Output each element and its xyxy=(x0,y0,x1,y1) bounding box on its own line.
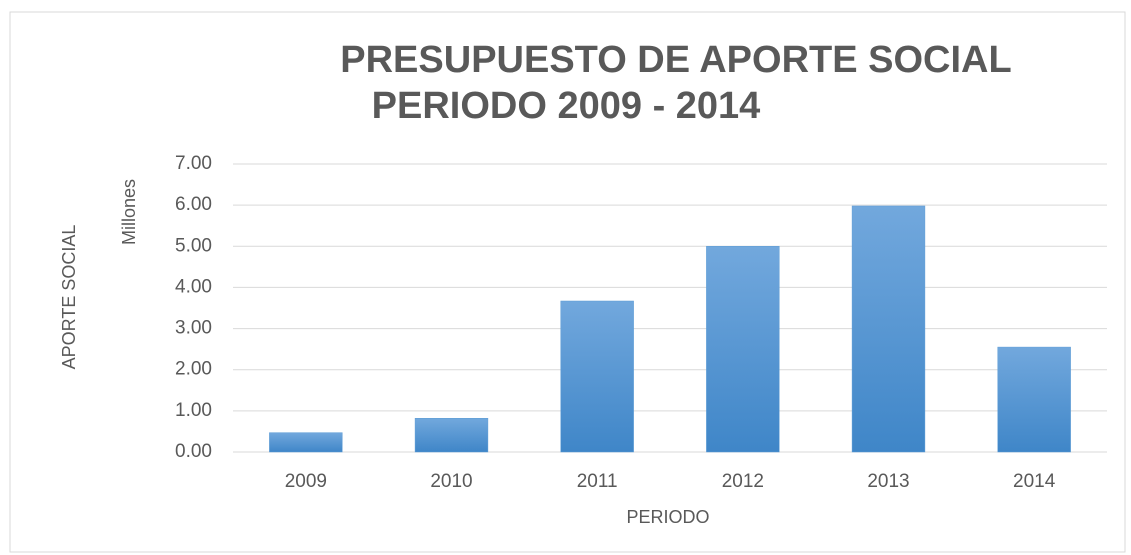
x-axis-label: PERIODO xyxy=(626,507,709,527)
bar xyxy=(414,418,489,453)
y-tick-label: 2.00 xyxy=(175,359,212,380)
bar xyxy=(851,205,926,453)
y-tick-label: 3.00 xyxy=(175,318,212,339)
chart-frame xyxy=(9,11,1126,553)
x-tick-label: 2013 xyxy=(867,471,909,492)
y-axis-label: APORTE SOCIAL xyxy=(59,225,79,370)
y-tick-label: 6.00 xyxy=(175,194,212,215)
x-tick-label: 2011 xyxy=(577,471,618,492)
x-tick-label: 2012 xyxy=(722,471,764,492)
x-tick-label: 2010 xyxy=(430,471,472,492)
bar xyxy=(560,300,634,453)
bar xyxy=(706,246,780,453)
chart-title: PRESUPUESTO DE APORTE SOCIAL xyxy=(340,39,1011,81)
x-tick-label: 2009 xyxy=(285,471,327,492)
y-tick-label: 5.00 xyxy=(175,235,212,256)
bar xyxy=(269,432,343,453)
x-tick-label: 2014 xyxy=(1013,471,1056,492)
y-unit-label: Millones xyxy=(119,179,139,245)
y-tick-label: 4.00 xyxy=(175,276,212,297)
bar xyxy=(997,346,1071,453)
y-tick-label: 7.00 xyxy=(175,153,212,174)
y-tick-label: 1.00 xyxy=(175,400,212,421)
y-tick-label: 0.00 xyxy=(175,441,212,462)
chart-title: PERIODO 2009 - 2014 xyxy=(372,85,761,127)
